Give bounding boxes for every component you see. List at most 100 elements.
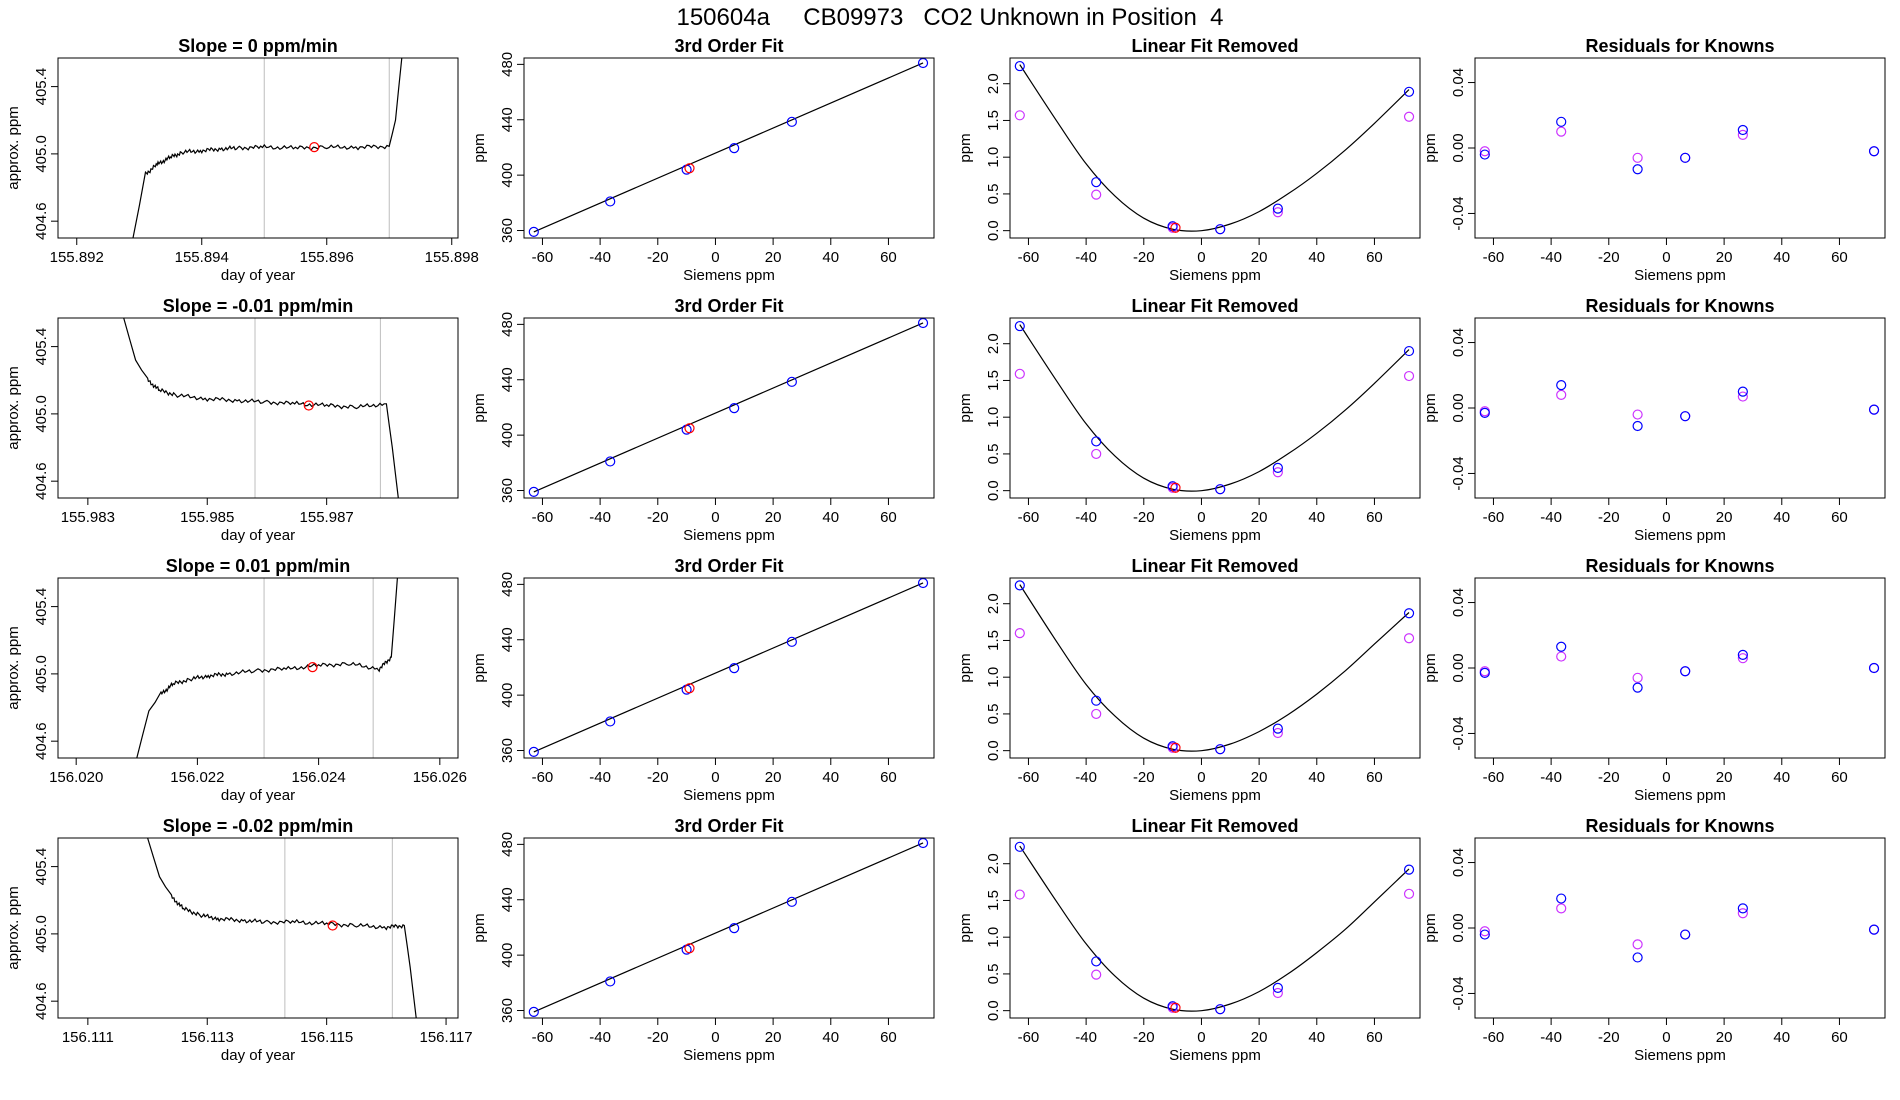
unknown-point [327, 920, 338, 931]
x-tick-label: -20 [647, 509, 669, 526]
x-tick-label: 40 [1308, 1029, 1325, 1046]
x-tick-label: 60 [1366, 1029, 1383, 1046]
y-axis-label: approx. ppm [5, 886, 22, 969]
known-point [1014, 60, 1025, 72]
x-tick-label: 155.983 [61, 509, 115, 526]
known-point [1403, 86, 1415, 97]
panel-title: 3rd Order Fit [674, 816, 783, 836]
plot-frame [523, 577, 935, 759]
x-tick-label: 155.892 [50, 249, 104, 266]
known-point [1737, 386, 1748, 397]
x-axis-label: Siemens ppm [683, 527, 775, 544]
known-point [605, 196, 616, 207]
known-point [729, 663, 740, 674]
known-point [1737, 649, 1748, 661]
x-tick-label: -60 [532, 769, 554, 786]
known-point-alt [1479, 926, 1490, 937]
y-axis-label: ppm [471, 133, 488, 162]
x-tick-label: 60 [1366, 249, 1383, 266]
fit-line [533, 62, 924, 233]
known-point-alt [1091, 969, 1102, 980]
panel-r3c1: Slope = 0.01 ppm/min 156.020 156.022 156.02… [5, 556, 467, 804]
known-point [1479, 407, 1490, 419]
x-tick-label: 156.026 [413, 769, 467, 786]
y-tick-label: 1.5 [985, 370, 1002, 391]
known-point [1556, 116, 1567, 127]
panel-r1c4: Residuals for Knowns -60 -40 -20 0 20 40 60 -0.0… [1422, 36, 1886, 284]
x-axis-label: Siemens ppm [1169, 787, 1261, 804]
x-tick-label: 60 [880, 769, 897, 786]
x-tick-label: 40 [1773, 769, 1790, 786]
x-tick-label: -20 [1598, 769, 1620, 786]
plot-area [528, 58, 929, 238]
y-tick-label: 0.0 [985, 480, 1002, 501]
known-point [605, 716, 616, 727]
x-tick-label: 40 [1773, 1029, 1790, 1046]
y-axis-label: approx. ppm [5, 366, 22, 449]
panel-r4c2: 3rd Order Fit -60 -40 -20 0 20 40 60 360 400 440 48… [471, 816, 935, 1064]
known-point-alt [1556, 126, 1567, 137]
known-point-alt [1737, 653, 1748, 664]
panel-title: Residuals for Knowns [1585, 296, 1774, 316]
known-point [1680, 152, 1691, 163]
fit-line [533, 582, 924, 753]
x-tick-label: 40 [1773, 509, 1790, 526]
known-point [1215, 744, 1226, 755]
known-point [1737, 124, 1748, 136]
x-tick-label: -60 [1483, 509, 1505, 526]
y-tick-label: 404.6 [33, 982, 50, 1020]
known-point [1868, 404, 1880, 415]
known-point [1737, 903, 1748, 914]
y-tick-label: 0.5 [985, 183, 1002, 204]
y-tick-label: 405.4 [33, 328, 50, 366]
known-point [1403, 345, 1415, 357]
panel-r4c4: Residuals for Knowns -60 -40 -20 0 20 40 60 -0.0… [1422, 816, 1886, 1064]
plot-area [1014, 580, 1415, 755]
x-tick-label: 60 [1831, 1029, 1848, 1046]
plot-frame [1474, 577, 1886, 759]
x-tick-label: 156.024 [291, 769, 345, 786]
known-point [1403, 608, 1415, 619]
x-tick-label: 0 [1197, 1029, 1205, 1046]
panel-title: 3rd Order Fit [674, 556, 783, 576]
x-tick-label: 60 [880, 249, 897, 266]
x-tick-label: 156.020 [49, 769, 103, 786]
panel-title: Slope = 0 ppm/min [178, 36, 338, 56]
y-tick-label: 0.04 [1450, 68, 1467, 97]
y-tick-label: 400 [499, 943, 516, 968]
y-tick-label: 360 [499, 478, 516, 503]
panel-r3c3: Linear Fit Removed -60 -40 -20 0 20 40 60 0.0 0.5… [957, 556, 1421, 804]
plot-area [1479, 379, 1880, 432]
figure-title: 150604a CB09973 CO2 Unknown in Position … [676, 4, 1224, 31]
panel-title: Linear Fit Removed [1131, 556, 1298, 576]
y-tick-label: 360 [499, 998, 516, 1023]
known-point [1868, 924, 1880, 935]
plot-frame [57, 317, 459, 499]
known-point-alt [1737, 129, 1748, 141]
y-tick-label: 480 [499, 52, 516, 77]
x-tick-label: -60 [1018, 1029, 1040, 1046]
plot-frame [1474, 837, 1886, 1019]
x-axis-label: Siemens ppm [1634, 787, 1726, 804]
y-tick-label: 400 [499, 163, 516, 188]
x-tick-label: -20 [647, 769, 669, 786]
y-tick-label: 405.0 [33, 655, 50, 693]
panel-r3c2: 3rd Order Fit -60 -40 -20 0 20 40 60 360 400 440 48… [471, 556, 935, 804]
x-tick-label: -60 [1483, 1029, 1505, 1046]
known-point [1272, 462, 1283, 473]
x-tick-label: -20 [1598, 1029, 1620, 1046]
plot-frame [523, 57, 935, 239]
x-tick-label: -60 [1018, 509, 1040, 526]
y-tick-label: 0.04 [1450, 588, 1467, 617]
panel-title: Linear Fit Removed [1131, 816, 1298, 836]
x-tick-label: 155.898 [425, 249, 479, 266]
plot-frame [523, 837, 935, 1019]
x-tick-label: 155.985 [180, 509, 234, 526]
x-tick-label: 60 [880, 1029, 897, 1046]
y-tick-label: 360 [499, 738, 516, 763]
x-tick-label: 0 [711, 249, 719, 266]
known-point [786, 376, 797, 387]
x-tick-label: 0 [711, 1029, 719, 1046]
y-tick-label: 480 [499, 572, 516, 597]
known-point [729, 923, 740, 934]
